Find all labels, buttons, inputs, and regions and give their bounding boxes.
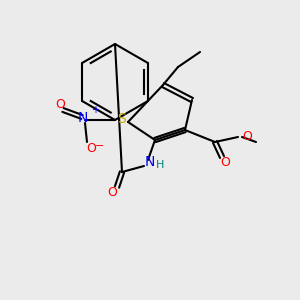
Text: O: O	[86, 142, 96, 155]
Text: O: O	[220, 155, 230, 169]
Text: O: O	[107, 185, 117, 199]
Text: −: −	[95, 141, 105, 151]
Text: O: O	[242, 130, 252, 142]
Text: H: H	[156, 160, 164, 170]
Text: O: O	[55, 98, 65, 112]
Text: S: S	[117, 112, 125, 126]
Text: N: N	[145, 155, 155, 169]
Text: +: +	[91, 105, 99, 115]
Text: N: N	[78, 111, 88, 125]
